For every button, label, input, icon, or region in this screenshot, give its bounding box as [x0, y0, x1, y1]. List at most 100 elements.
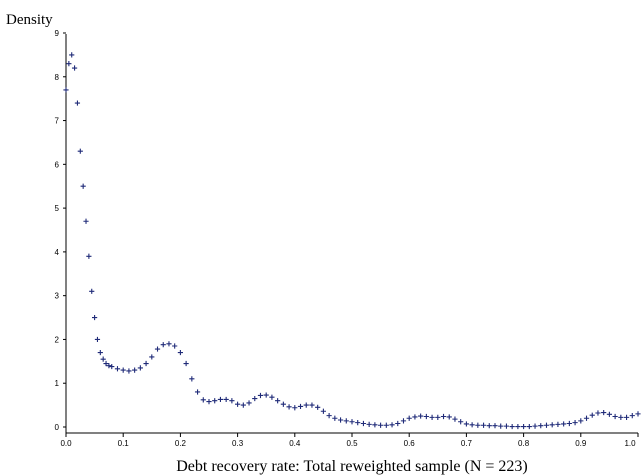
data-point: [389, 422, 395, 428]
y-tick-label: 5: [55, 204, 60, 213]
data-point: [326, 413, 332, 419]
x-tick-label: 1.0: [624, 439, 636, 448]
data-point: [63, 87, 69, 93]
data-point: [172, 343, 178, 349]
data-point: [292, 405, 298, 411]
y-axis-label: Density: [6, 12, 53, 28]
data-point: [446, 414, 452, 420]
data-point: [372, 422, 378, 428]
data-point: [578, 418, 584, 424]
data-point: [160, 342, 166, 348]
data-point: [106, 363, 112, 369]
data-point: [395, 420, 401, 427]
data-point: [595, 410, 601, 416]
data-point: [303, 402, 309, 408]
data-point: [400, 418, 407, 424]
data-point: [315, 404, 321, 410]
data-point: [503, 423, 510, 429]
data-point: [126, 368, 132, 374]
data-point: [86, 253, 92, 259]
data-point: [103, 360, 109, 367]
x-tick-label: 0.5: [346, 439, 358, 448]
y-tick-label: 7: [55, 117, 60, 126]
data-point: [206, 399, 212, 405]
data-point: [77, 148, 83, 154]
data-point: [183, 360, 189, 367]
data-point: [100, 356, 106, 362]
data-point: [80, 183, 86, 189]
data-point: [92, 314, 98, 321]
data-point: [269, 394, 275, 400]
data-point: [263, 392, 269, 398]
y-tick-label: 8: [55, 73, 60, 82]
x-tick-label: 0.8: [518, 439, 530, 448]
data-point: [601, 409, 607, 416]
data-point: [572, 420, 578, 426]
data-point: [109, 363, 115, 370]
data-point: [412, 414, 418, 420]
data-point: [366, 421, 372, 427]
data-point: [429, 414, 435, 420]
data-point: [297, 403, 304, 410]
data-point: [132, 367, 138, 373]
data-point: [332, 415, 338, 421]
data-point: [83, 218, 89, 224]
data-point: [149, 354, 155, 360]
data-point: [143, 360, 149, 367]
y-ticks: 0 1 2 3 4 5 6 7 8 9: [55, 29, 66, 432]
data-point: [71, 65, 78, 71]
data-point: [532, 423, 538, 429]
data-point: [137, 365, 143, 371]
data-point: [280, 401, 286, 407]
data-point: [343, 418, 349, 424]
y-tick-label: 0: [55, 423, 60, 432]
data-point: [200, 397, 206, 403]
data-point: [623, 414, 630, 420]
y-tick-label: 9: [55, 29, 60, 38]
x-tick-label: 0.3: [232, 439, 244, 448]
data-point: [189, 376, 195, 382]
data-point: [475, 422, 481, 428]
data-point: [521, 423, 527, 430]
data-point: [378, 422, 384, 428]
data-point: [114, 366, 121, 372]
data-point: [337, 417, 344, 423]
data-point: [498, 423, 504, 429]
data-point: [66, 61, 72, 67]
data-point: [286, 404, 292, 410]
data-point: [526, 423, 532, 430]
y-tick-label: 2: [55, 335, 60, 344]
data-point: [618, 414, 624, 420]
x-tick-label: 0.0: [60, 439, 72, 448]
data-point: [480, 422, 487, 428]
data-point: [320, 408, 326, 414]
data-point: [452, 416, 458, 422]
x-tick-label: 0.1: [118, 439, 130, 448]
data-point: [217, 396, 224, 403]
data-point: [252, 395, 258, 402]
data-point: [492, 423, 498, 429]
data-point: [240, 402, 246, 408]
data-point: [589, 412, 595, 418]
data-point: [629, 413, 635, 419]
data-point: [69, 52, 75, 58]
x-tick-label: 0.4: [289, 439, 301, 448]
y-tick-label: 4: [55, 248, 60, 257]
data-point: [515, 423, 521, 430]
data-point: [212, 398, 218, 404]
data-point: [94, 336, 101, 343]
x-tick-label: 0.7: [461, 439, 473, 448]
data-point: [74, 100, 81, 106]
data-point: [223, 396, 229, 403]
data-point: [538, 423, 544, 429]
data-point: [418, 413, 424, 419]
data-point: [406, 415, 412, 421]
x-ticks: 0.0 0.1 0.2 0.3 0.4 0.5 0.6 0.7 0.8 0.9 1.0: [60, 433, 639, 448]
y-tick-label: 1: [55, 379, 60, 388]
data-point: [566, 420, 572, 427]
data-point: [355, 420, 361, 426]
data-point: [89, 288, 95, 294]
data-point: [154, 346, 161, 352]
data-point: [97, 349, 103, 356]
